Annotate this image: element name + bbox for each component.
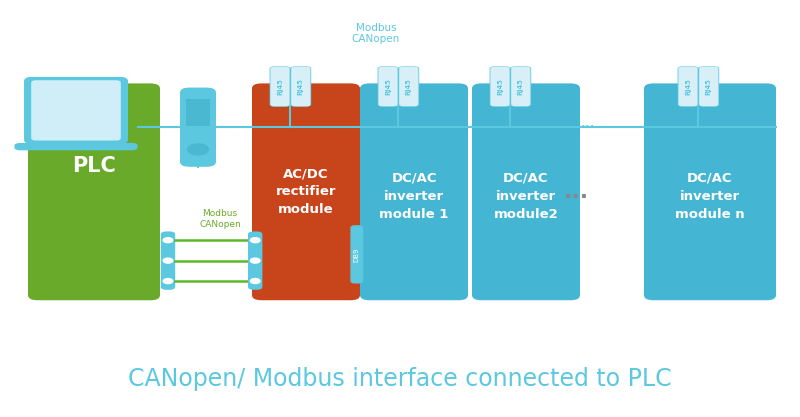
Circle shape: [163, 258, 173, 263]
FancyBboxPatch shape: [252, 83, 360, 300]
FancyBboxPatch shape: [678, 67, 698, 106]
FancyBboxPatch shape: [398, 66, 419, 107]
FancyBboxPatch shape: [644, 83, 776, 300]
FancyBboxPatch shape: [270, 67, 290, 106]
FancyBboxPatch shape: [161, 231, 175, 290]
Bar: [186, 99, 210, 126]
FancyBboxPatch shape: [378, 67, 398, 106]
FancyBboxPatch shape: [511, 67, 530, 106]
Circle shape: [163, 238, 173, 243]
FancyBboxPatch shape: [350, 225, 363, 284]
FancyBboxPatch shape: [472, 83, 580, 300]
Text: PLC: PLC: [72, 156, 116, 176]
Text: AC/DC
rectifier
module: AC/DC rectifier module: [276, 167, 336, 216]
FancyBboxPatch shape: [360, 83, 468, 300]
Circle shape: [250, 258, 260, 263]
Text: RJ45: RJ45: [518, 78, 524, 95]
FancyBboxPatch shape: [378, 66, 398, 107]
Text: ...: ...: [563, 182, 589, 202]
FancyBboxPatch shape: [31, 80, 121, 141]
FancyBboxPatch shape: [248, 231, 262, 290]
Circle shape: [250, 279, 260, 284]
Bar: [55, 142, 97, 146]
FancyBboxPatch shape: [14, 143, 138, 150]
Text: Modbus
CANopen: Modbus CANopen: [352, 23, 400, 44]
FancyBboxPatch shape: [270, 66, 290, 107]
Text: ...: ...: [581, 115, 595, 130]
Text: RJ45: RJ45: [685, 78, 691, 95]
FancyBboxPatch shape: [180, 88, 216, 167]
Text: DC/AC
inverter
module n: DC/AC inverter module n: [675, 172, 745, 221]
FancyBboxPatch shape: [291, 67, 310, 106]
FancyBboxPatch shape: [490, 66, 510, 107]
FancyBboxPatch shape: [678, 66, 698, 107]
Circle shape: [163, 279, 173, 284]
Text: Modbus
CANopen: Modbus CANopen: [199, 209, 241, 229]
FancyBboxPatch shape: [699, 67, 718, 106]
FancyBboxPatch shape: [490, 67, 510, 106]
Text: RJ45: RJ45: [385, 78, 391, 95]
Text: RJ45: RJ45: [706, 78, 712, 95]
Circle shape: [187, 144, 208, 155]
Circle shape: [250, 238, 260, 243]
Text: RJ45: RJ45: [406, 78, 412, 95]
Text: DC/AC
inverter
module2: DC/AC inverter module2: [494, 172, 558, 221]
Text: DC/AC
inverter
module 1: DC/AC inverter module 1: [379, 172, 449, 221]
FancyBboxPatch shape: [698, 66, 719, 107]
FancyBboxPatch shape: [290, 66, 311, 107]
FancyBboxPatch shape: [510, 66, 531, 107]
Text: RJ45: RJ45: [298, 78, 304, 95]
FancyBboxPatch shape: [399, 67, 418, 106]
FancyBboxPatch shape: [24, 77, 128, 144]
Text: RJ45: RJ45: [497, 78, 503, 95]
Text: RJ45: RJ45: [277, 78, 283, 95]
FancyBboxPatch shape: [28, 83, 160, 300]
Text: CANopen/ Modbus interface connected to PLC: CANopen/ Modbus interface connected to P…: [128, 367, 672, 392]
Text: DB9: DB9: [354, 247, 360, 261]
